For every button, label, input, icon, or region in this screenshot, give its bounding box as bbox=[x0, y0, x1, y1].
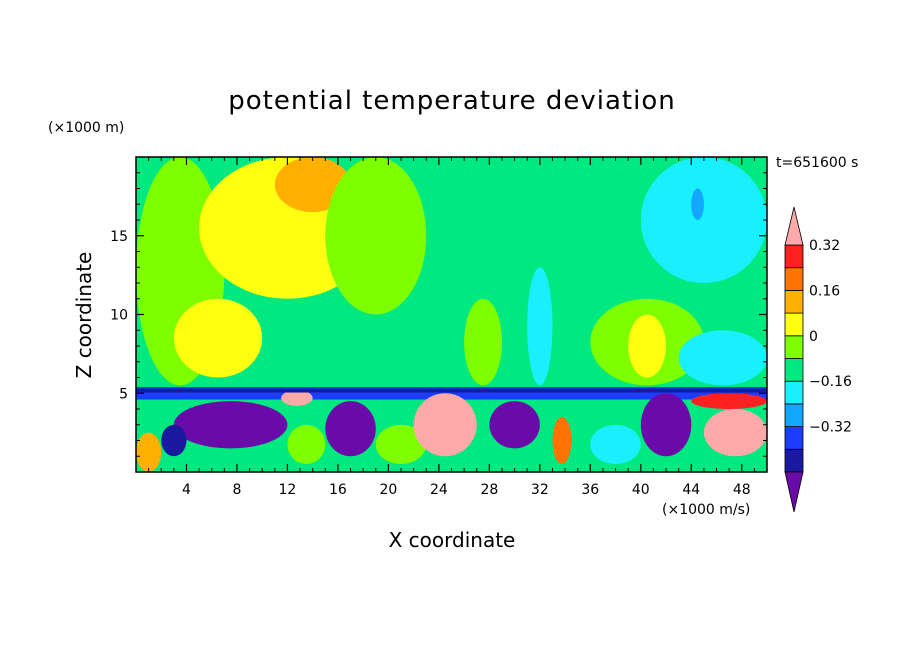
colorbar-tick-label: −0.32 bbox=[809, 420, 852, 436]
field-region bbox=[527, 267, 553, 386]
field-region bbox=[173, 401, 288, 449]
field-region bbox=[325, 157, 427, 315]
field-region bbox=[281, 390, 313, 406]
field-region bbox=[640, 157, 767, 283]
x-tick-label: 44 bbox=[682, 482, 700, 498]
colorbar-segment bbox=[784, 312, 804, 337]
time-label: t=651600 s bbox=[776, 155, 859, 171]
x-unit-label: (×1000 m/s) bbox=[662, 502, 751, 518]
x-axis-label: X coordinate bbox=[388, 528, 516, 552]
y-unit-label: (×1000 m) bbox=[48, 120, 125, 136]
chart-title: potential temperature deviation bbox=[228, 86, 676, 116]
field-region bbox=[136, 432, 162, 472]
colorbar-tick-label: 0 bbox=[809, 329, 818, 345]
field-region bbox=[691, 188, 704, 220]
inversion-layer bbox=[136, 388, 767, 393]
y-tick-label: 5 bbox=[119, 386, 128, 402]
colorbar-segment bbox=[784, 244, 804, 269]
colorbar-max-triangle bbox=[784, 206, 804, 246]
colorbar-segment bbox=[784, 267, 804, 291]
colorbar-segment bbox=[784, 358, 804, 382]
x-tick-label: 40 bbox=[632, 482, 650, 498]
colorbar-tick-label: 0.16 bbox=[809, 283, 840, 299]
x-tick-label: 16 bbox=[329, 482, 347, 498]
field-region bbox=[161, 424, 187, 457]
field-region bbox=[628, 314, 667, 378]
colorbar-segment bbox=[784, 403, 804, 427]
field-region bbox=[375, 424, 427, 465]
field-region bbox=[287, 424, 326, 465]
x-tick-label: 28 bbox=[480, 482, 498, 498]
x-tick-label: 4 bbox=[182, 482, 191, 498]
field-region bbox=[590, 424, 641, 465]
colorbar-tick-label: −0.16 bbox=[809, 374, 852, 390]
y-tick-label: 15 bbox=[110, 229, 128, 245]
field-layer bbox=[136, 157, 767, 472]
field-region bbox=[489, 401, 540, 449]
colorbar-segment bbox=[784, 426, 804, 450]
x-tick-label: 20 bbox=[379, 482, 397, 498]
field-region bbox=[173, 298, 263, 378]
x-tick-label: 32 bbox=[531, 482, 549, 498]
field-region bbox=[464, 298, 502, 386]
x-tick-label: 8 bbox=[232, 482, 241, 498]
colorbar-segment bbox=[784, 448, 804, 473]
colorbar-min-triangle bbox=[784, 471, 804, 513]
field-region bbox=[703, 409, 767, 457]
colorbar-segment bbox=[784, 380, 804, 405]
x-tick-label: 24 bbox=[430, 482, 448, 498]
y-tick-label: 10 bbox=[110, 308, 128, 324]
colorbar-segment bbox=[784, 335, 804, 359]
field-region bbox=[325, 401, 376, 457]
field-region bbox=[640, 393, 692, 457]
colorbar-segment bbox=[784, 289, 804, 314]
field-region bbox=[552, 416, 572, 465]
field-region bbox=[413, 393, 477, 457]
field-region bbox=[691, 393, 767, 409]
x-tick-label: 48 bbox=[733, 482, 751, 498]
colorbar-tick-label: 0.32 bbox=[809, 238, 840, 254]
field-region bbox=[678, 330, 767, 386]
x-tick-label: 36 bbox=[581, 482, 599, 498]
x-tick-label: 12 bbox=[279, 482, 297, 498]
y-axis-label: Z coordinate bbox=[72, 251, 96, 379]
